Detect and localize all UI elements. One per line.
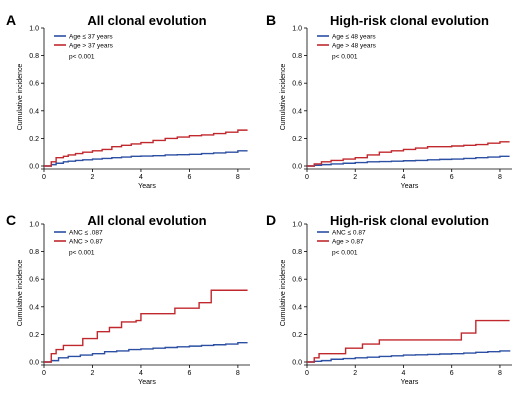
x-tick-label: 6	[187, 174, 191, 181]
x-tick-label: 8	[236, 370, 240, 377]
x-tick-label: 8	[236, 174, 240, 181]
series-line-red	[307, 141, 510, 167]
legend: ANC ≤ .087 ANC > 0.87	[54, 229, 103, 245]
x-axis-label: Years	[138, 183, 156, 190]
y-axis-label: Cumulative incidence	[280, 64, 287, 131]
series-line-red	[44, 289, 248, 363]
series-line-blue	[44, 341, 248, 363]
series-line-blue	[307, 350, 511, 363]
x-tick-label: 4	[402, 370, 406, 377]
legend-entry: Age ≤ 48 years	[332, 33, 376, 40]
y-tick-label: 0.6	[292, 81, 302, 88]
panel-title: High-risk clonal evolution	[330, 13, 489, 28]
legend: Age ≤ 48 years Age > 48 years	[317, 33, 377, 49]
x-tick-label: 2	[91, 370, 95, 377]
panel-a: A All clonal evolution 0.0 0.2 0.4 0.6 0.8 1.0 0…	[6, 12, 250, 190]
x-tick-label: 6	[450, 370, 454, 377]
series-line-red	[44, 129, 248, 167]
y-tick-label: 0.2	[292, 332, 302, 339]
x-tick-label: 0	[305, 370, 309, 377]
p-value-annotation: p< 0.001	[69, 53, 95, 60]
y-tick-label: 0.4	[29, 304, 39, 311]
x-tick-label: 4	[139, 370, 143, 377]
x-axis-label: Years	[138, 379, 156, 386]
x-tick-label: 8	[498, 370, 502, 377]
x-tick-label: 8	[498, 174, 502, 181]
y-tick-label: 1.0	[292, 26, 302, 33]
legend: Age ≤ 37 years Age > 37 years	[54, 33, 114, 49]
legend-entry: Age > 0.87	[332, 238, 364, 245]
legend-entry: Age > 48 years	[332, 42, 377, 49]
panel-title: High-risk clonal evolution	[330, 213, 489, 228]
x-tick-label: 0	[42, 174, 46, 181]
x-tick-label: 4	[402, 174, 406, 181]
x-tick-label: 0	[305, 174, 309, 181]
panel-letter: B	[266, 12, 276, 28]
x-tick-label: 2	[91, 174, 95, 181]
y-tick-label: 0.0	[29, 360, 39, 367]
y-tick-label: 0.2	[29, 136, 39, 143]
x-tick-label: 6	[450, 174, 454, 181]
x-axis-label: Years	[401, 183, 419, 190]
series-line-red	[307, 319, 510, 363]
y-tick-label: 0.8	[29, 53, 39, 60]
panel-c: C All clonal evolution 0.0 0.2 0.4 0.6 0.8 1.0 0…	[6, 212, 250, 386]
y-tick-label: 0.6	[29, 277, 39, 284]
p-value-annotation: p< 0.001	[69, 249, 95, 256]
panel-b: B High-risk clonal evolution 0.0 0.2 0.4 0.6 0…	[266, 12, 512, 190]
y-tick-label: 0.0	[292, 164, 302, 171]
series-line-blue	[307, 155, 510, 167]
y-tick-label: 1.0	[29, 26, 39, 33]
y-tick-label: 0.2	[292, 136, 302, 143]
y-tick-label: 0.4	[292, 108, 302, 115]
panel-d: D High-risk clonal evolution 0.0 0.2 0.4 0.6 0…	[266, 212, 512, 386]
y-tick-label: 1.0	[29, 222, 39, 229]
legend: ANC ≤ 0.87 Age > 0.87	[317, 229, 366, 245]
y-tick-label: 0.6	[29, 81, 39, 88]
legend-entry: ANC ≤ .087	[69, 229, 103, 236]
panel-letter: D	[266, 212, 276, 228]
y-axis-label: Cumulative incidence	[17, 260, 24, 327]
y-tick-label: 0.0	[292, 360, 302, 367]
y-axis-label: Cumulative incidence	[280, 260, 287, 327]
x-tick-label: 2	[353, 174, 357, 181]
x-tick-label: 6	[187, 370, 191, 377]
x-tick-label: 2	[353, 370, 357, 377]
panel-letter: A	[6, 12, 16, 28]
y-tick-label: 0.8	[292, 249, 302, 256]
y-tick-label: 1.0	[292, 222, 302, 229]
x-axis-label: Years	[401, 379, 419, 386]
y-tick-label: 0.4	[292, 304, 302, 311]
legend-entry: Age ≤ 37 years	[69, 33, 113, 40]
x-tick-label: 4	[139, 174, 143, 181]
panel-title: All clonal evolution	[87, 213, 206, 228]
legend-entry: ANC ≤ 0.87	[332, 229, 366, 236]
y-tick-label: 0.0	[29, 164, 39, 171]
y-tick-label: 0.6	[292, 277, 302, 284]
legend-entry: Age > 37 years	[69, 42, 114, 49]
x-tick-label: 0	[42, 370, 46, 377]
y-tick-label: 0.8	[292, 53, 302, 60]
p-value-annotation: p< 0.001	[332, 249, 358, 256]
panel-title: All clonal evolution	[87, 13, 206, 28]
y-tick-label: 0.8	[29, 249, 39, 256]
y-axis-label: Cumulative incidence	[17, 64, 24, 131]
y-tick-label: 0.2	[29, 332, 39, 339]
legend-entry: ANC > 0.87	[69, 238, 103, 245]
y-tick-label: 0.4	[29, 108, 39, 115]
series-line-blue	[44, 150, 248, 167]
p-value-annotation: p< 0.001	[332, 53, 358, 60]
panel-letter: C	[6, 212, 16, 228]
